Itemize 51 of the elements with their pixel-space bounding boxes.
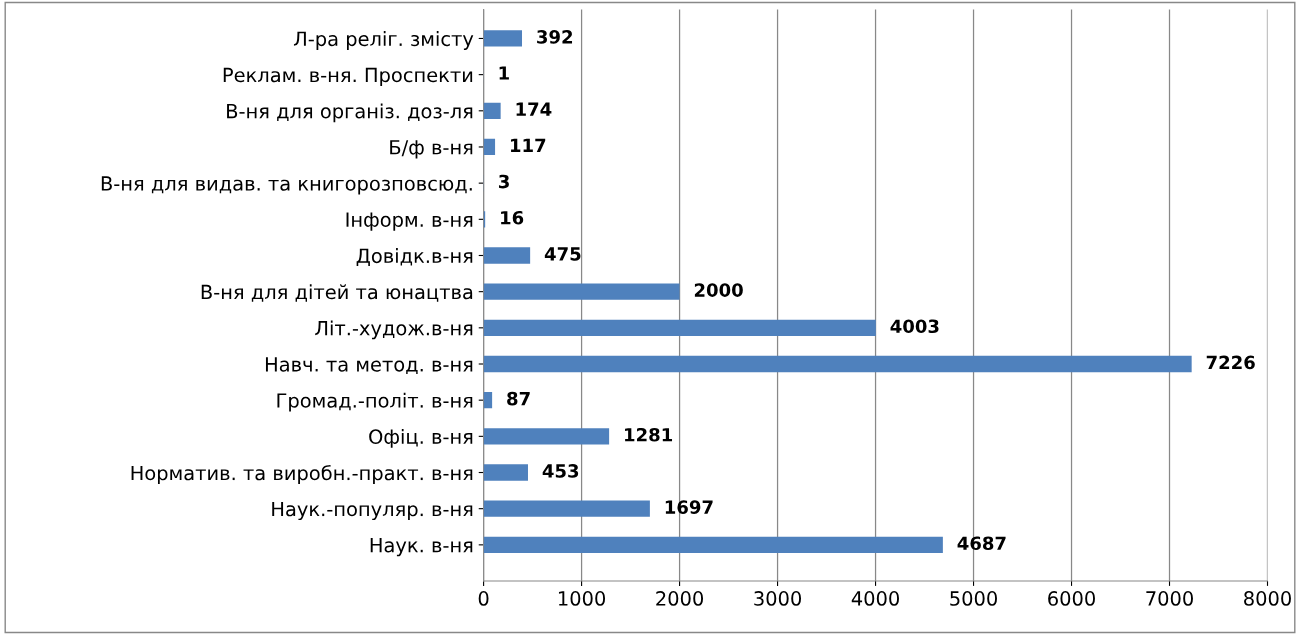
bar [483,319,876,336]
y-tick-label: Б/ф в-ня [390,140,473,159]
bar [483,428,610,445]
y-tick-label: Інформ. в-ня [346,212,473,231]
y-tick-label: Літ.-худож.в-ня [315,320,473,340]
data-label: 174 [516,102,552,116]
data-label: 2000 [694,283,743,297]
data-label: 4687 [957,536,1006,551]
data-label: 87 [507,391,530,406]
data-label: 1 [499,66,509,80]
y-tick-label: Норматив. та виробн.-практ. в-ня [131,464,473,485]
bar [483,392,493,409]
data-label: 1697 [665,500,713,514]
bar [483,355,1192,373]
x-tick-label: 0 [478,591,489,606]
y-tick-label: В-ня для видав. та книгорозповсюд. [101,176,472,195]
x-tick-label: 5000 [950,591,997,606]
y-tick-label: Навч. та метод. в-ня [265,357,473,375]
bar [483,247,531,264]
bar [483,30,523,47]
y-tick-label: Наук.-популяр. в-ня [272,501,473,521]
x-tick-label: 1000 [558,591,606,606]
x-tick-label: 2000 [656,591,704,606]
bar [483,536,943,553]
y-tick-label: В-ня для дітей та юнацтва [201,284,473,302]
y-tick-label: Офіц. в-ня [369,428,473,448]
bar [483,102,501,119]
x-tick-label: 8000 [1244,591,1291,606]
y-tick-label: В-ня для організ. доз-ля [227,103,473,123]
x-tick-label: 3000 [754,591,802,606]
bar [483,464,528,481]
y-tick-label: Реклам. в-ня. Проспекти [223,67,473,87]
data-label: 392 [537,30,573,44]
data-label: 117 [510,138,546,152]
y-tick-label: Громад.-політ. в-ня [277,392,473,412]
x-tick-label: 7000 [1146,591,1193,606]
data-label: 4003 [890,319,939,334]
data-label: 453 [542,464,579,478]
bar [483,138,496,156]
data-label: 16 [501,210,524,225]
data-label: 3 [498,174,509,189]
y-tick-label: Л-ра реліг. змісту [293,31,474,50]
data-label: 7226 [1206,355,1255,370]
data-label: 475 [544,247,581,261]
bar [483,283,680,300]
y-tick-label: Довідк.в-ня [356,248,473,266]
x-tick-label: 4000 [851,591,899,606]
bar [483,500,650,517]
x-tick-label: 6000 [1048,591,1095,606]
y-tick-label: Наук. в-ня [370,538,473,557]
data-label: 1281 [625,427,673,442]
